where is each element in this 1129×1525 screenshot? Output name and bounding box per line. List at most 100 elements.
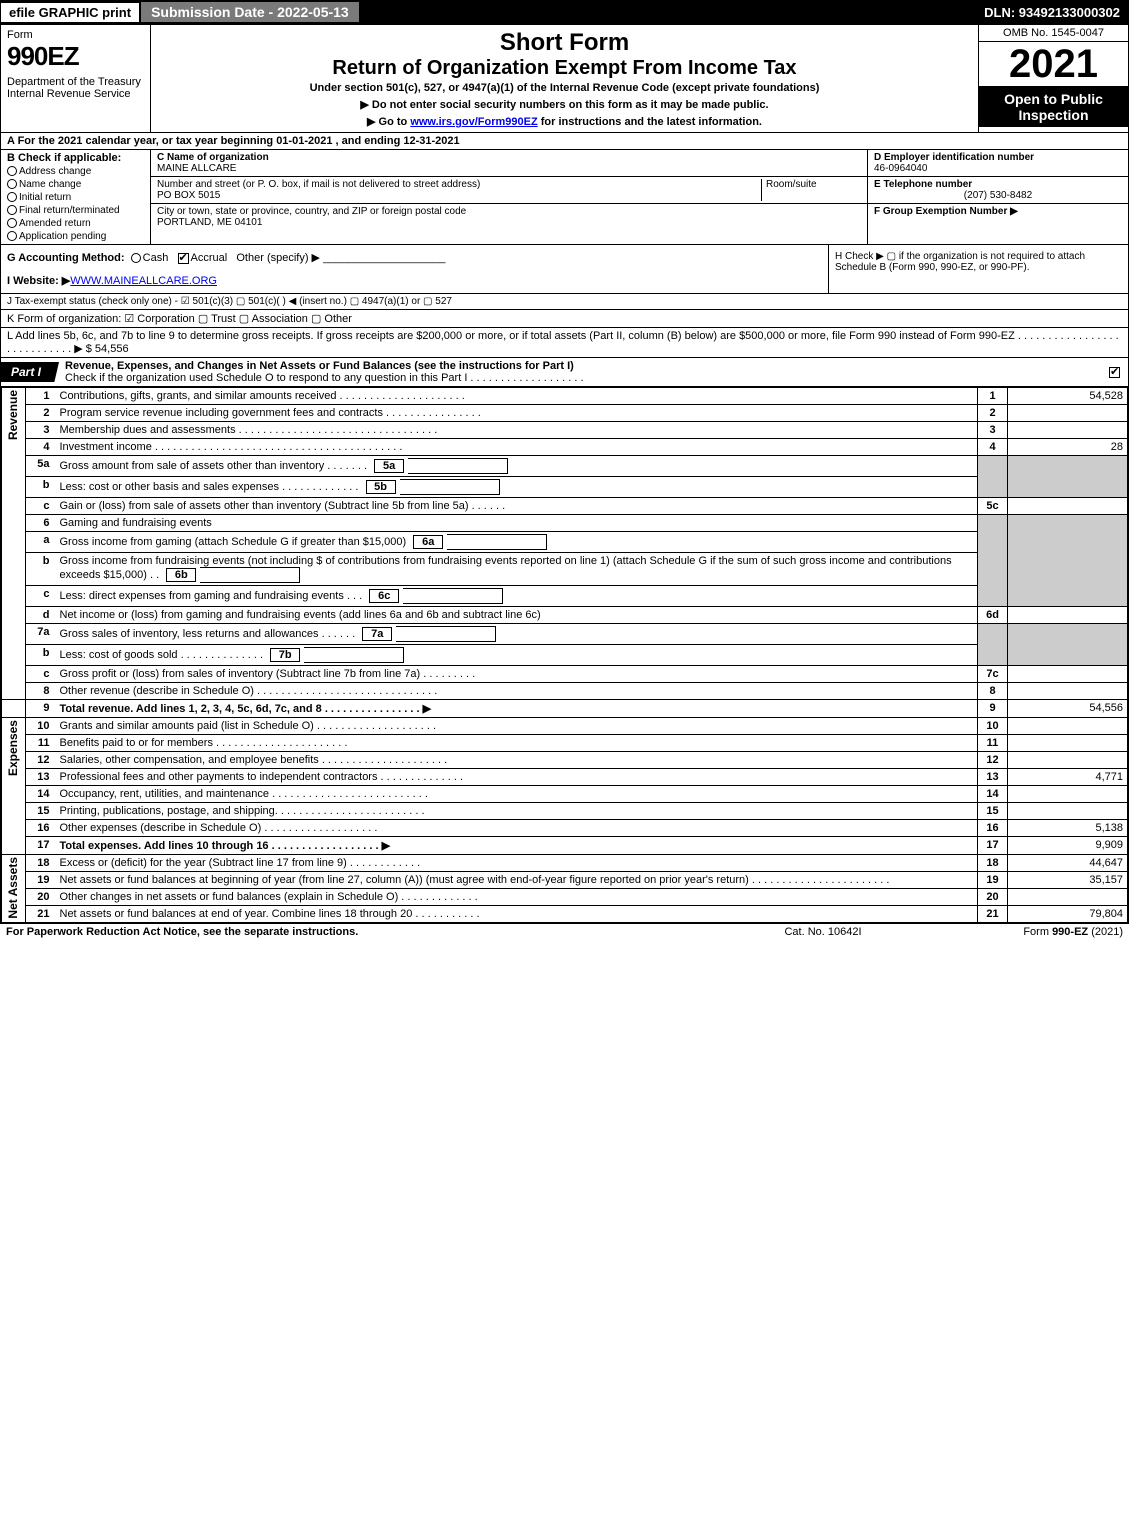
part1-title: Revenue, Expenses, and Changes in Net As…	[59, 358, 1103, 386]
i-lbl: I Website: ▶	[7, 275, 70, 287]
line-box: 13	[978, 769, 1008, 786]
subval	[408, 458, 508, 474]
radio-icon[interactable]	[7, 179, 17, 189]
part1-header: Part I Revenue, Expenses, and Changes in…	[1, 358, 1128, 387]
efile-label: efile GRAPHIC print	[1, 3, 139, 22]
lines-table: Revenue 1Contributions, gifts, grants, a…	[1, 387, 1128, 923]
subbox: 6b	[166, 568, 196, 582]
chk-label: Amended return	[19, 218, 91, 229]
chk-address: Address change	[7, 166, 144, 177]
submission-date: Submission Date - 2022-05-13	[139, 2, 361, 22]
org-name: MAINE ALLCARE	[157, 163, 236, 174]
d-lbl: D Employer identification number	[874, 152, 1034, 163]
goto-post: for instructions and the latest informat…	[538, 116, 762, 128]
omb-number: OMB No. 1545-0047	[979, 25, 1128, 42]
line-amt: 9,909	[1008, 837, 1128, 855]
c-city-row: City or town, state or province, country…	[151, 204, 867, 230]
radio-icon[interactable]	[7, 205, 17, 215]
line-num: 3	[26, 422, 56, 439]
line-desc: Net assets or fund balances at end of ye…	[56, 906, 978, 923]
radio-icon[interactable]	[7, 166, 17, 176]
line-num: 8	[26, 683, 56, 700]
line-desc: Gross sales of inventory, less returns a…	[56, 624, 978, 645]
grey-amt	[1008, 515, 1128, 607]
line-box: 10	[978, 718, 1008, 735]
desc-text: Gross sales of inventory, less returns a…	[60, 628, 356, 640]
line-num: a	[26, 532, 56, 553]
line-desc: Salaries, other compensation, and employ…	[56, 752, 978, 769]
footer-post: (2021)	[1088, 926, 1123, 938]
line-num: 17	[26, 837, 56, 855]
line-amt: 28	[1008, 439, 1128, 456]
under-section: Under section 501(c), 527, or 4947(a)(1)…	[157, 82, 972, 94]
chk-label: Final return/terminated	[19, 205, 120, 216]
irs-link[interactable]: www.irs.gov/Form990EZ	[410, 116, 537, 128]
line-desc: Gross amount from sale of assets other t…	[56, 456, 978, 477]
desc-text: Less: cost of goods sold . . . . . . . .…	[60, 649, 264, 661]
radio-icon[interactable]	[7, 192, 17, 202]
checkbox-icon[interactable]	[1109, 367, 1120, 378]
grey-amt	[1008, 456, 1128, 498]
subbox: 6c	[369, 589, 399, 603]
line-num: 7a	[26, 624, 56, 645]
room-lbl: Room/suite	[766, 179, 817, 190]
chk-label: Initial return	[19, 192, 71, 203]
org-addr: PO BOX 5015	[157, 190, 220, 201]
grey-amt	[1008, 624, 1128, 666]
subbox: 7b	[270, 648, 300, 662]
line-box: 12	[978, 752, 1008, 769]
line-amt	[1008, 735, 1128, 752]
chk-name: Name change	[7, 179, 144, 190]
line-num: 6	[26, 515, 56, 532]
line-box: 19	[978, 872, 1008, 889]
grey-box	[978, 624, 1008, 666]
c-city-lbl: City or town, state or province, country…	[157, 206, 466, 217]
form-label: Form	[7, 29, 144, 41]
line-num: 9	[26, 700, 56, 718]
radio-icon[interactable]	[7, 231, 17, 241]
line-amt: 79,804	[1008, 906, 1128, 923]
col-c: C Name of organization MAINE ALLCARE Num…	[151, 150, 868, 244]
line-desc: Membership dues and assessments . . . . …	[56, 422, 978, 439]
subval	[400, 479, 500, 495]
line-desc: Net assets or fund balances at beginning…	[56, 872, 978, 889]
checkbox-icon[interactable]	[178, 253, 189, 264]
chk-pending: Application pending	[7, 231, 144, 242]
line-box: 7c	[978, 666, 1008, 683]
line-box: 4	[978, 439, 1008, 456]
line-desc: Other revenue (describe in Schedule O) .…	[56, 683, 978, 700]
line-num: d	[26, 607, 56, 624]
line-num: 19	[26, 872, 56, 889]
line-desc: Less: direct expenses from gaming and fu…	[56, 586, 978, 607]
line-amt: 5,138	[1008, 820, 1128, 837]
row-j: J Tax-exempt status (check only one) - ☑…	[1, 294, 1128, 310]
g-other: Other (specify) ▶	[236, 252, 320, 264]
open-inspection: Open to Public Inspection	[979, 87, 1128, 127]
c-addr-lbl: Number and street (or P. O. box, if mail…	[157, 179, 480, 190]
subval	[447, 534, 547, 550]
radio-icon[interactable]	[131, 253, 141, 263]
header-mid: Short Form Return of Organization Exempt…	[151, 25, 978, 132]
part1-tab: Part I	[1, 362, 59, 382]
col-b: B Check if applicable: Address change Na…	[1, 150, 151, 244]
line-box: 3	[978, 422, 1008, 439]
line-num: 5a	[26, 456, 56, 477]
line-num: 18	[26, 855, 56, 872]
radio-icon[interactable]	[7, 218, 17, 228]
chk-label: Name change	[19, 179, 81, 190]
subval	[200, 567, 300, 583]
line-box: 2	[978, 405, 1008, 422]
g-lbl: G Accounting Method:	[7, 252, 125, 264]
f-row: F Group Exemption Number ▶	[868, 204, 1128, 242]
e-row: E Telephone number (207) 530-8482	[868, 177, 1128, 204]
phone: (207) 530-8482	[874, 190, 1122, 201]
line-desc: Program service revenue including govern…	[56, 405, 978, 422]
chk-initial: Initial return	[7, 192, 144, 203]
line-amt	[1008, 405, 1128, 422]
website-link[interactable]: WWW.MAINEALLCARE.ORG	[70, 275, 217, 287]
line-desc: Investment income . . . . . . . . . . . …	[56, 439, 978, 456]
desc-text: Total expenses. Add lines 10 through 16 …	[60, 840, 391, 852]
line-desc: Net income or (loss) from gaming and fun…	[56, 607, 978, 624]
part1-title-text: Revenue, Expenses, and Changes in Net As…	[65, 360, 574, 372]
line-box: 1	[978, 388, 1008, 405]
